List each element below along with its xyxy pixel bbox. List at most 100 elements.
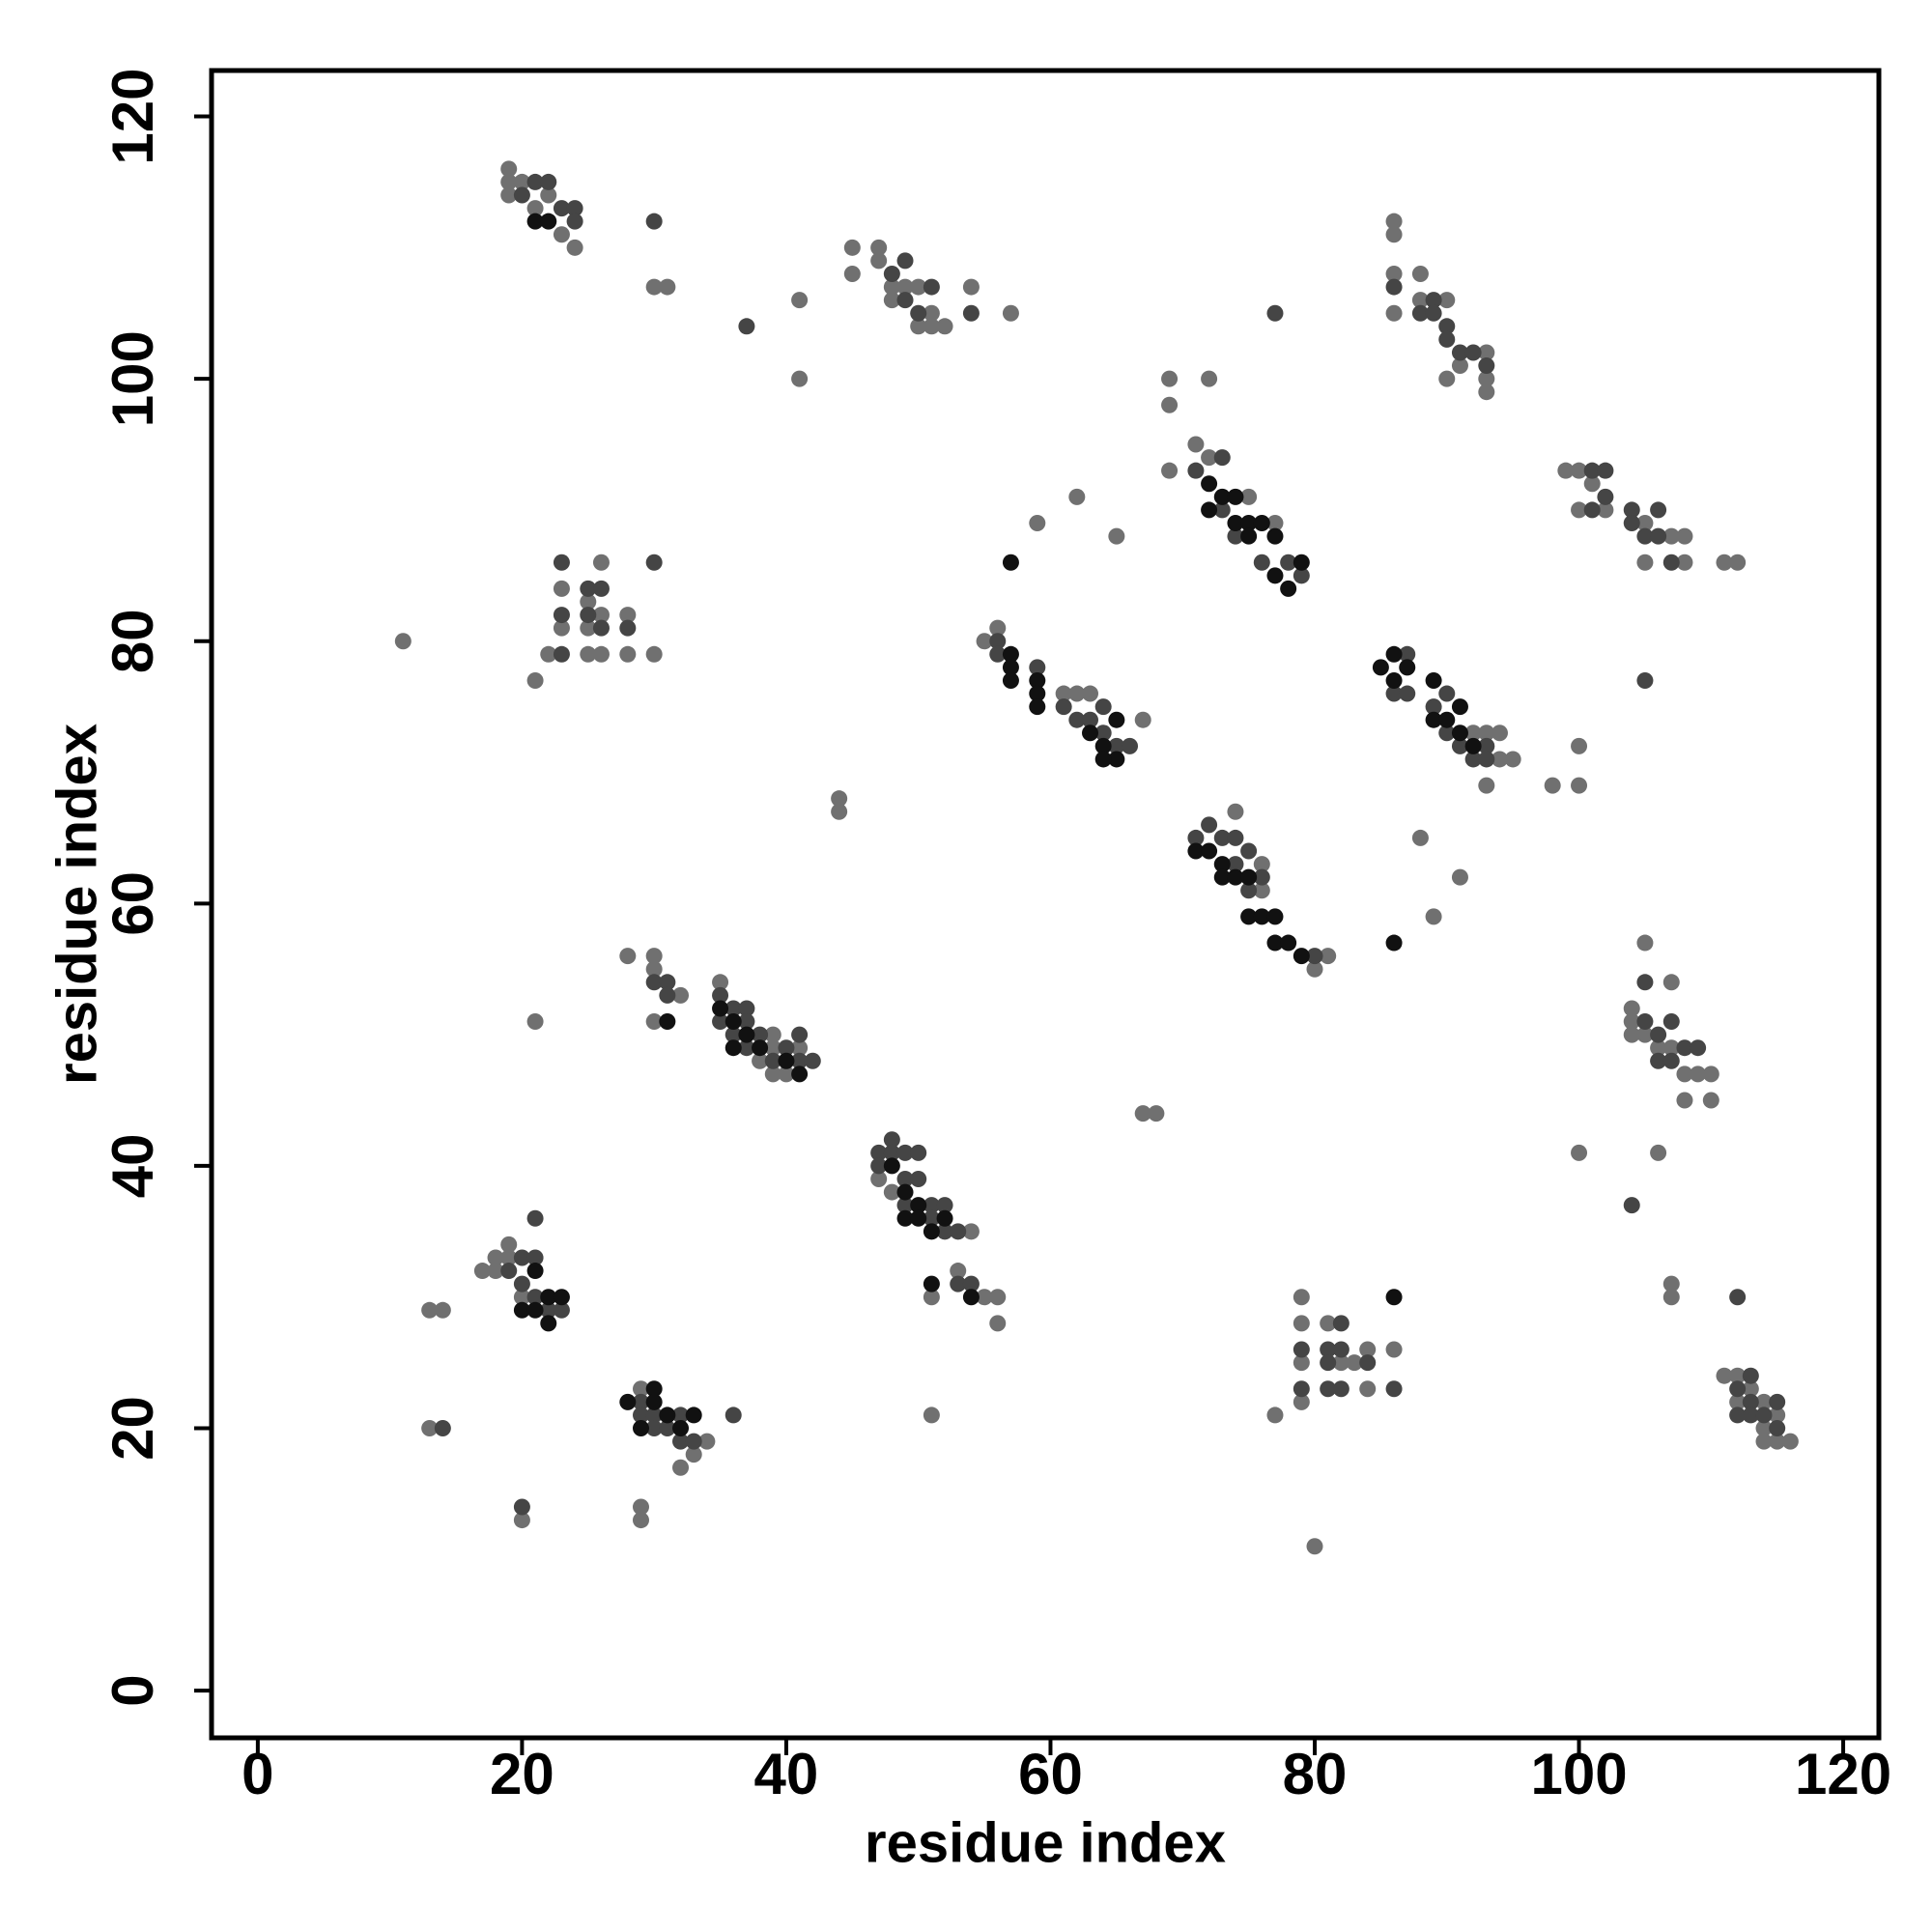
data-point — [724, 1026, 742, 1043]
data-point — [1451, 344, 1468, 361]
data-point — [1729, 554, 1747, 571]
data-point — [1253, 908, 1270, 925]
data-point — [883, 265, 900, 282]
data-point — [1623, 1013, 1640, 1031]
y-tick-label: 120 — [100, 68, 165, 164]
data-point — [712, 986, 729, 1004]
data-point — [553, 645, 570, 663]
data-point — [526, 200, 544, 217]
data-point — [1055, 698, 1072, 716]
data-point — [566, 213, 583, 230]
data-point — [659, 1013, 676, 1031]
data-point — [1266, 934, 1284, 952]
data-point — [487, 1263, 504, 1280]
data-point — [1240, 488, 1258, 505]
data-point — [685, 1446, 702, 1463]
data-point — [1306, 960, 1323, 978]
data-point — [1478, 384, 1495, 401]
data-point — [513, 173, 530, 190]
data-point — [632, 1393, 649, 1410]
y-tick-label: 40 — [100, 1134, 165, 1199]
data-point — [421, 1301, 439, 1319]
data-point — [989, 633, 1007, 650]
data-point — [989, 1289, 1007, 1306]
data-point — [645, 974, 663, 991]
data-point — [1201, 842, 1218, 860]
data-point — [580, 645, 597, 663]
data-point — [553, 580, 570, 597]
data-point — [1280, 934, 1297, 952]
data-point — [1676, 1065, 1693, 1083]
data-point — [1385, 645, 1403, 663]
data-point — [1464, 344, 1482, 361]
data-point — [1306, 1538, 1323, 1555]
data-point — [645, 645, 663, 663]
data-point — [1213, 501, 1231, 519]
data-point — [1742, 1393, 1759, 1410]
data-point — [1583, 462, 1601, 479]
data-point — [592, 645, 610, 663]
data-point — [1676, 1039, 1693, 1057]
data-point — [778, 1039, 795, 1057]
data-point — [1002, 671, 1019, 689]
data-point — [1213, 488, 1231, 505]
data-point — [896, 1209, 914, 1227]
data-point — [1690, 1039, 1707, 1057]
data-point — [1227, 527, 1244, 545]
data-point — [1438, 330, 1456, 348]
data-point — [936, 1209, 953, 1227]
data-point — [1662, 1052, 1680, 1069]
data-point — [1742, 1406, 1759, 1424]
data-point — [1451, 868, 1468, 886]
data-point — [1122, 737, 1139, 754]
data-point — [1636, 515, 1654, 532]
data-point — [540, 1289, 557, 1306]
x-tick-label: 20 — [490, 1742, 554, 1806]
data-point — [1451, 698, 1468, 716]
data-point — [685, 1433, 702, 1450]
data-point — [1253, 856, 1270, 873]
data-point — [1662, 554, 1680, 571]
data-point — [1002, 659, 1019, 676]
data-point — [1464, 751, 1482, 768]
data-point — [883, 1157, 900, 1175]
data-point — [632, 1512, 649, 1529]
data-point — [553, 554, 570, 571]
data-point — [672, 1406, 690, 1424]
data-point — [962, 304, 980, 322]
data-point — [870, 1144, 888, 1161]
data-point — [738, 1039, 755, 1057]
data-point — [1742, 1380, 1759, 1398]
data-point — [1729, 1367, 1747, 1384]
data-point — [910, 1144, 927, 1161]
data-point — [1425, 698, 1442, 716]
data-point — [1438, 724, 1456, 742]
data-point — [1108, 527, 1125, 545]
data-point — [976, 1289, 993, 1306]
data-point — [1293, 1393, 1310, 1410]
data-point — [910, 318, 927, 335]
data-point — [1029, 515, 1046, 532]
data-point — [1385, 685, 1403, 702]
data-point — [1636, 554, 1654, 571]
data-point — [513, 1289, 530, 1306]
data-point — [1082, 724, 1099, 742]
data-point — [1451, 724, 1468, 742]
data-point — [1676, 1092, 1693, 1109]
data-point — [1650, 1039, 1667, 1057]
data-point — [1240, 515, 1258, 532]
data-point — [1385, 1289, 1403, 1306]
data-point — [1425, 711, 1442, 728]
data-point — [791, 1039, 809, 1057]
data-point — [1134, 1105, 1151, 1122]
data-point — [1571, 462, 1588, 479]
data-point — [1029, 698, 1046, 716]
data-point — [1650, 501, 1667, 519]
data-point — [1320, 1380, 1337, 1398]
data-point — [870, 1157, 888, 1175]
data-point — [1729, 1393, 1747, 1410]
data-point — [619, 1393, 637, 1410]
data-point — [1399, 645, 1416, 663]
data-point — [553, 1301, 570, 1319]
data-point — [896, 1144, 914, 1161]
